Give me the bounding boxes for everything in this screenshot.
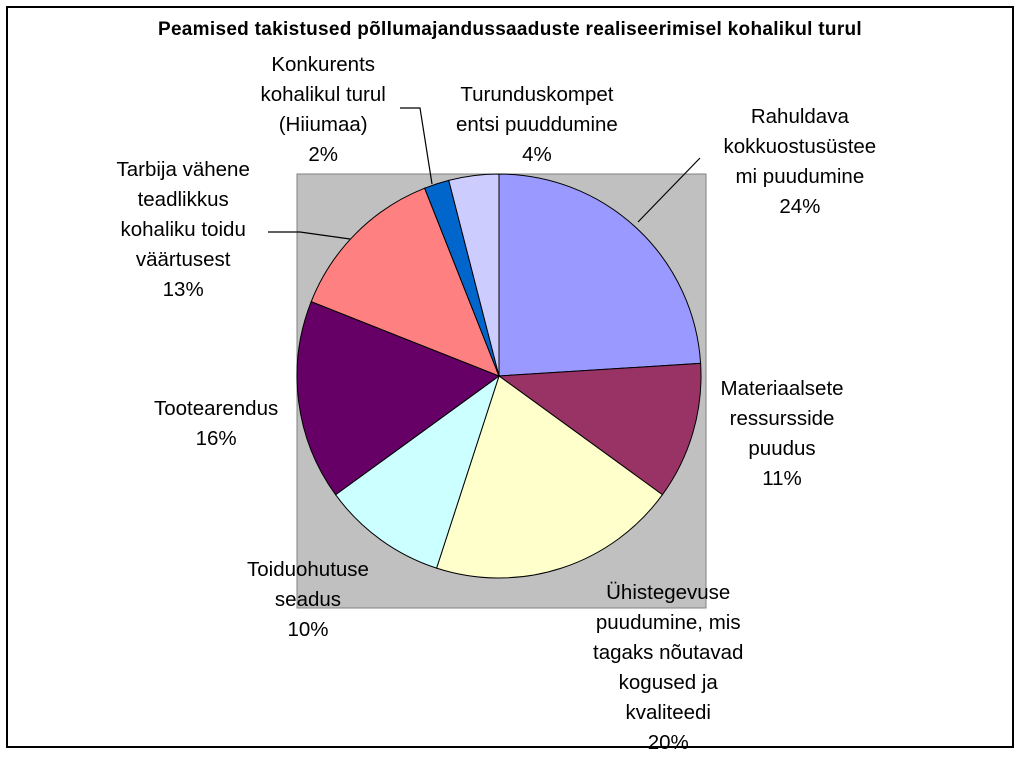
slice-label-line: kogused ja — [618, 671, 718, 694]
slice-label-line: mi puudumine — [735, 165, 865, 188]
pie-slice-3 — [435, 375, 664, 579]
slice-label-line: kokkuostusüstee — [723, 135, 877, 158]
slice-label-line: Tarbija vähene — [116, 158, 250, 181]
slice-label-line: (Hiiumaa) — [278, 113, 368, 136]
slice-label-line: kohalikul turul — [260, 83, 386, 106]
slice-label-8: Turunduskompet entsi puuddumine 4% — [456, 80, 618, 170]
leader-line-1 — [637, 157, 701, 223]
slice-label-line: väärtusest — [135, 248, 231, 271]
slice-label-line: Ühistegevuse — [606, 581, 731, 604]
slice-percent: 11% — [762, 467, 802, 490]
slice-label-2: Materiaalsete ressursside puudus 11% — [721, 374, 844, 494]
slice-label-line: Konkurents — [271, 53, 376, 76]
leader-line-6 — [268, 231, 351, 240]
pie-slice-2 — [497, 362, 702, 496]
slice-label-line: Tootearendus — [154, 397, 279, 420]
slice-label-line: seadus — [274, 588, 342, 611]
slice-percent: 13% — [162, 278, 204, 301]
slice-label-line: kvaliteedi — [625, 701, 711, 724]
slice-label-3: Ühistegevuse puudumine, mis tagaks nõutava… — [593, 578, 743, 758]
pie-slice-4 — [334, 374, 500, 569]
pie-slice-8 — [448, 173, 500, 377]
slice-percent: 2% — [308, 143, 338, 166]
leader-line-7 — [400, 107, 433, 185]
pie-slice-5 — [296, 300, 501, 496]
slice-label-6: Tarbija vähene teadlikkus kohaliku toidu vä… — [117, 155, 250, 305]
slice-percent: 24% — [779, 195, 821, 218]
slice-label-4: Toiduohutuse seadus 10% — [247, 555, 369, 645]
chart-title: Peamised takistused põllumajandussaadust… — [157, 19, 863, 40]
slice-percent: 20% — [647, 731, 689, 754]
slice-label-line: puudus — [748, 437, 816, 460]
slice-label-line: ressursside — [729, 407, 835, 430]
slice-label-line: Materiaalsete — [720, 377, 844, 400]
pie-slice-1 — [498, 173, 702, 377]
pie-slice-6 — [310, 187, 500, 377]
slice-percent: 16% — [195, 427, 237, 450]
slice-label-5: Tootearendus 16% — [154, 394, 278, 454]
slice-label-line: Rahuldava — [750, 105, 849, 128]
slice-label-1: Rahuldava kokkuostusüstee mi puudumine 24% — [724, 102, 877, 222]
slice-label-line: entsi puuddumine — [456, 113, 618, 136]
slice-label-line: teadlikkus — [137, 188, 229, 211]
slice-percent: 10% — [287, 618, 329, 641]
slice-percent: 4% — [522, 143, 552, 166]
slice-label-7: Konkurents kohalikul turul (Hiiumaa) 2% — [261, 50, 386, 170]
slice-label-line: Toiduohutuse — [247, 558, 369, 581]
slice-label-line: Turunduskompet — [460, 83, 614, 106]
slice-label-line: kohaliku toidu — [120, 218, 246, 241]
slice-label-line: tagaks nõutavad — [593, 641, 744, 664]
slice-label-line: puudumine, mis — [595, 611, 741, 634]
